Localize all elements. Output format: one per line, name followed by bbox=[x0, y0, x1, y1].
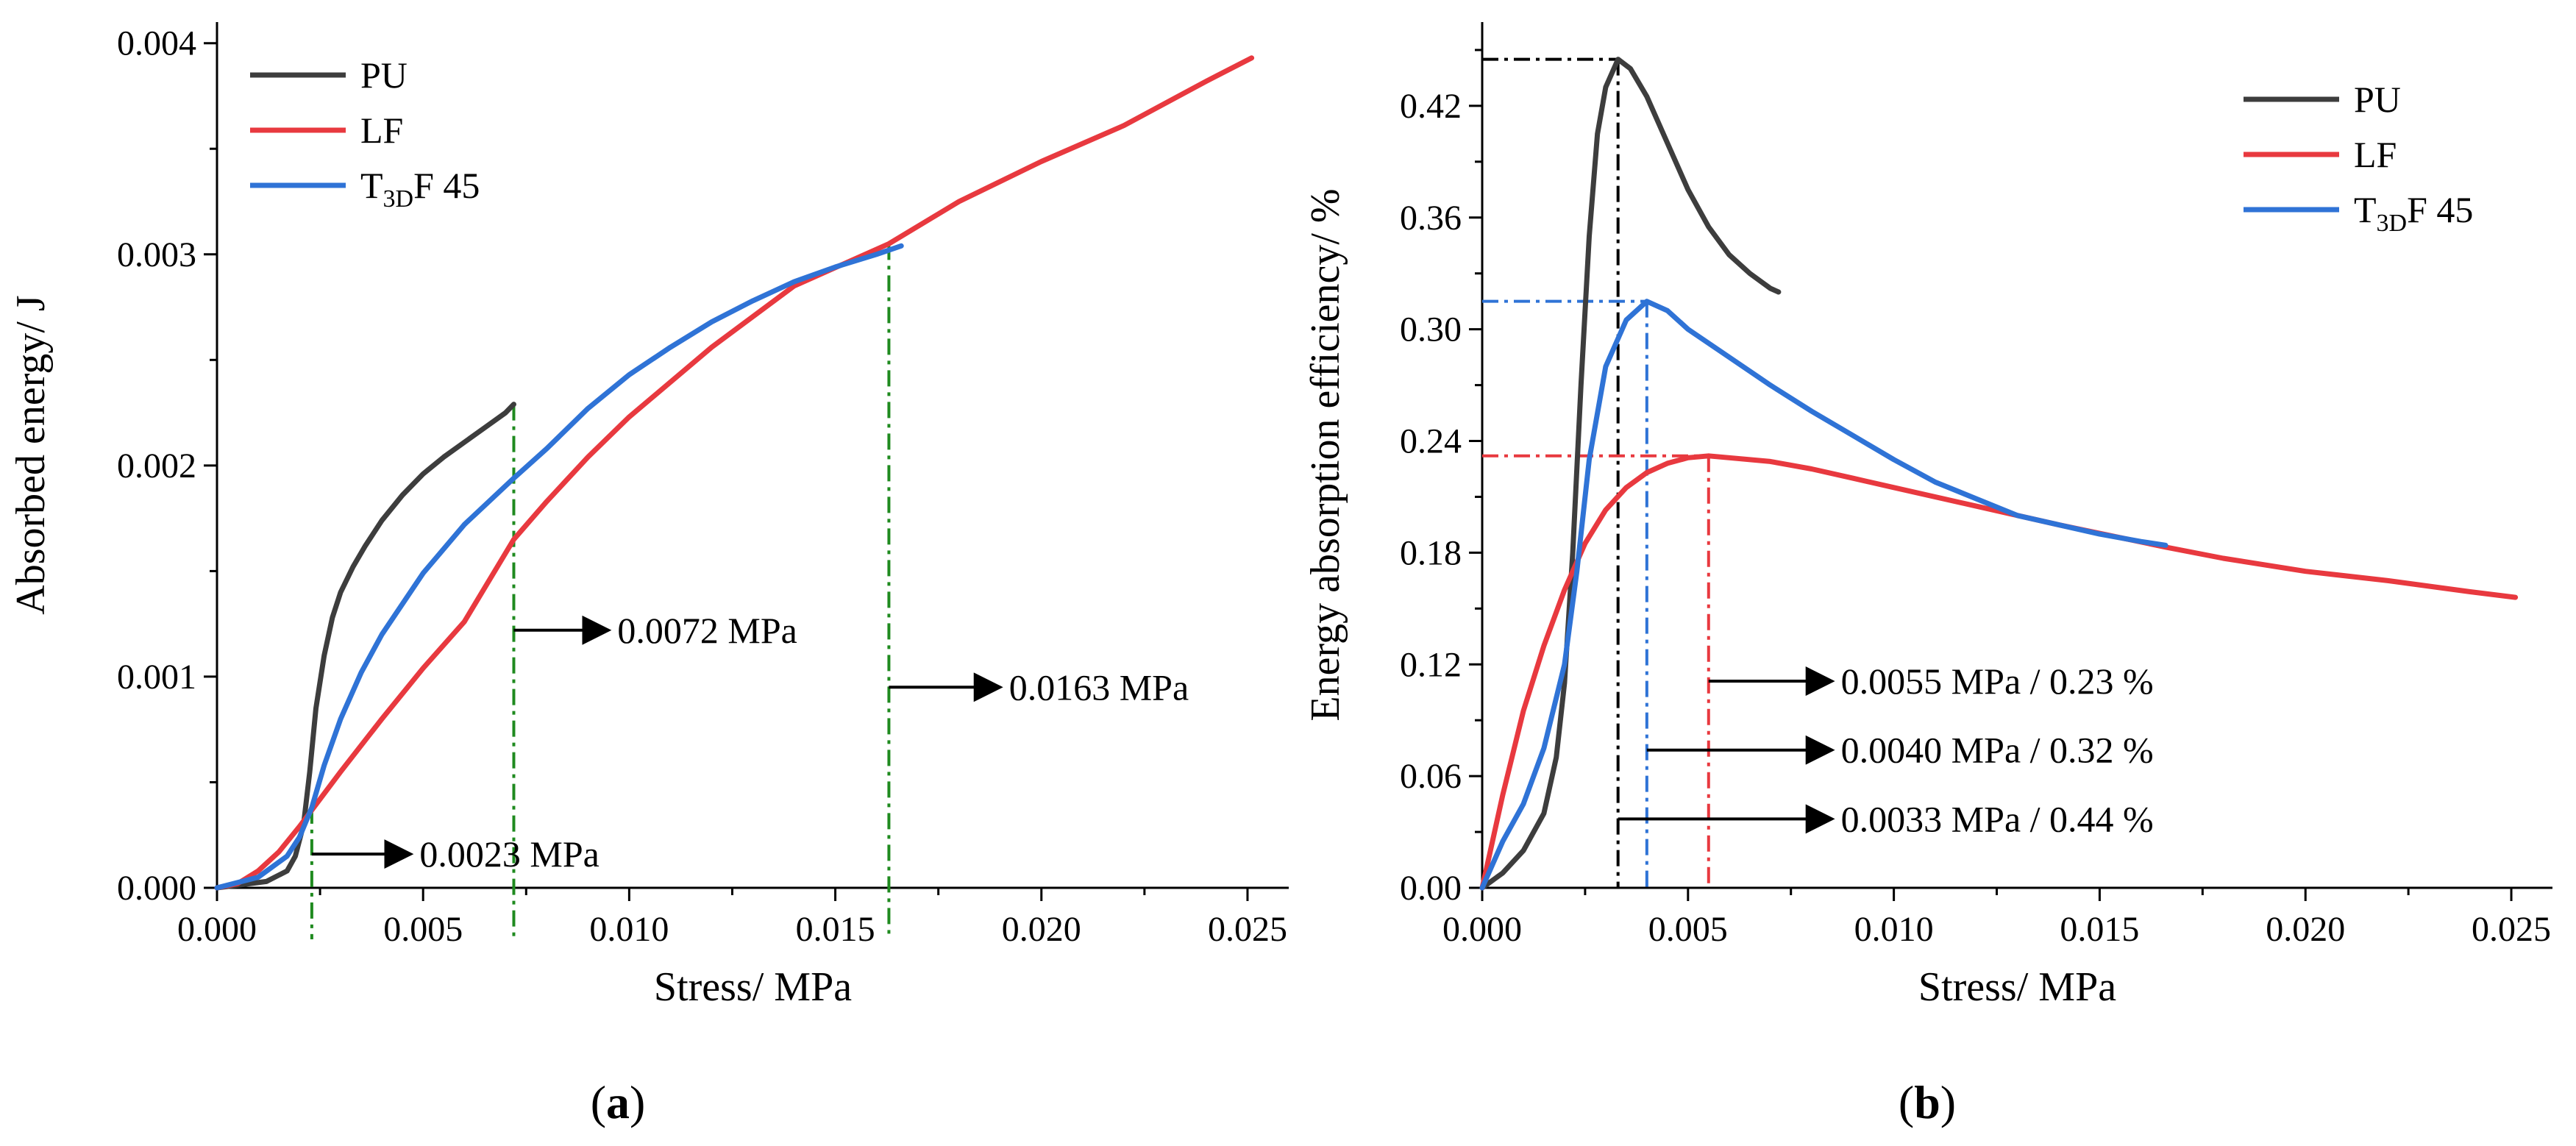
legend-label: LF bbox=[360, 110, 403, 151]
legend-name: T bbox=[2354, 189, 2377, 230]
x-tick-label: 0.025 bbox=[2472, 910, 2551, 949]
y-axis-title: Energy absorption efficiency/ % bbox=[1303, 188, 1348, 721]
y-tick-label: 0.06 bbox=[1400, 757, 1462, 796]
series-line-3 bbox=[214, 243, 904, 891]
y-tick-label: 0.003 bbox=[117, 235, 196, 274]
y-tick-label: 0.18 bbox=[1400, 533, 1462, 572]
chart-panel-a: 0.000 0.005 0.010 0.015 0.020 0.025 0.000 0.001… bbox=[8, 22, 1289, 1128]
chart-panel-b: 0.000 0.005 0.010 0.015 0.020 0.025 0.00 0.06 0.… bbox=[1303, 22, 2552, 1128]
y-tick-label: 0.002 bbox=[117, 446, 196, 485]
y-tick-label: 0.001 bbox=[117, 658, 196, 697]
legend-label: T3DF 45 bbox=[360, 165, 480, 213]
annotation-text: 0.0072 MPa bbox=[617, 610, 797, 651]
x-axis-title: Stress/ MPa bbox=[654, 964, 852, 1010]
y-axis-title: Absorbed energy/ J bbox=[8, 295, 54, 614]
y-tick-label: 0.30 bbox=[1400, 310, 1462, 349]
legend-name: LF bbox=[2354, 134, 2397, 175]
series-line-3 bbox=[1479, 299, 2168, 891]
legend-label: LF bbox=[2354, 134, 2397, 175]
y-tick-label: 0.000 bbox=[117, 869, 196, 908]
legend-suffix: F 45 bbox=[413, 165, 480, 206]
annotation-text: 0.0163 MPa bbox=[1009, 666, 1189, 708]
y-tick-label: 0.42 bbox=[1400, 87, 1462, 126]
y-tick-label: 0.24 bbox=[1400, 422, 1462, 461]
x-tick-label: 0.005 bbox=[383, 910, 463, 949]
x-tick-label: 0.020 bbox=[2266, 910, 2345, 949]
panel-label-open: ( bbox=[1899, 1076, 1914, 1128]
y-tick-label: 0.12 bbox=[1400, 645, 1462, 684]
legend-label: PU bbox=[360, 54, 408, 96]
series-line-1 bbox=[1479, 57, 1782, 891]
y-tick-label: 0.004 bbox=[117, 24, 196, 63]
legend-suffix: F 45 bbox=[2407, 189, 2473, 230]
panel-label-close: ) bbox=[630, 1076, 645, 1128]
x-tick-label: 0.010 bbox=[589, 910, 669, 949]
annotation-text: 0.0023 MPa bbox=[419, 833, 599, 875]
panel-label-close: ) bbox=[1940, 1076, 1956, 1128]
x-tick-label: 0.015 bbox=[796, 910, 875, 949]
legend-name: LF bbox=[360, 110, 403, 151]
x-tick-label: 0.000 bbox=[177, 910, 257, 949]
series-line-2 bbox=[1479, 453, 2519, 891]
x-tick-label: 0.010 bbox=[1854, 910, 1934, 949]
x-axis-title: Stress/ MPa bbox=[1918, 964, 2116, 1010]
panel-label-letter: a bbox=[606, 1076, 630, 1128]
x-tick-label: 0.015 bbox=[2060, 910, 2139, 949]
annotation-text: 0.0033 MPa / 0.44 % bbox=[1841, 798, 2154, 839]
annotation-text: 0.0055 MPa / 0.23 % bbox=[1841, 661, 2154, 702]
y-tick-label: 0.00 bbox=[1400, 869, 1462, 908]
annotation-text: 0.0040 MPa / 0.32 % bbox=[1841, 730, 2154, 771]
legend-name: T bbox=[360, 165, 383, 206]
x-tick-label: 0.025 bbox=[1208, 910, 1287, 949]
series-line-1 bbox=[214, 402, 516, 891]
x-tick-label: 0.000 bbox=[1442, 910, 1522, 949]
legend-label: T3DF 45 bbox=[2354, 189, 2473, 237]
panel-label: (b) bbox=[1899, 1076, 1956, 1128]
legend-label: PU bbox=[2354, 79, 2401, 120]
series-line-2 bbox=[214, 55, 1255, 891]
x-tick-label: 0.005 bbox=[1648, 910, 1728, 949]
panel-label-letter: b bbox=[1914, 1076, 1940, 1128]
panel-label-open: ( bbox=[591, 1076, 606, 1128]
legend-name: PU bbox=[360, 54, 408, 96]
x-tick-label: 0.020 bbox=[1002, 910, 1081, 949]
legend-subscript: 3D bbox=[2377, 210, 2408, 237]
panel-label: (a) bbox=[591, 1076, 646, 1128]
legend-name: PU bbox=[2354, 79, 2401, 120]
legend-subscript: 3D bbox=[383, 185, 414, 213]
y-tick-label: 0.36 bbox=[1400, 199, 1462, 238]
